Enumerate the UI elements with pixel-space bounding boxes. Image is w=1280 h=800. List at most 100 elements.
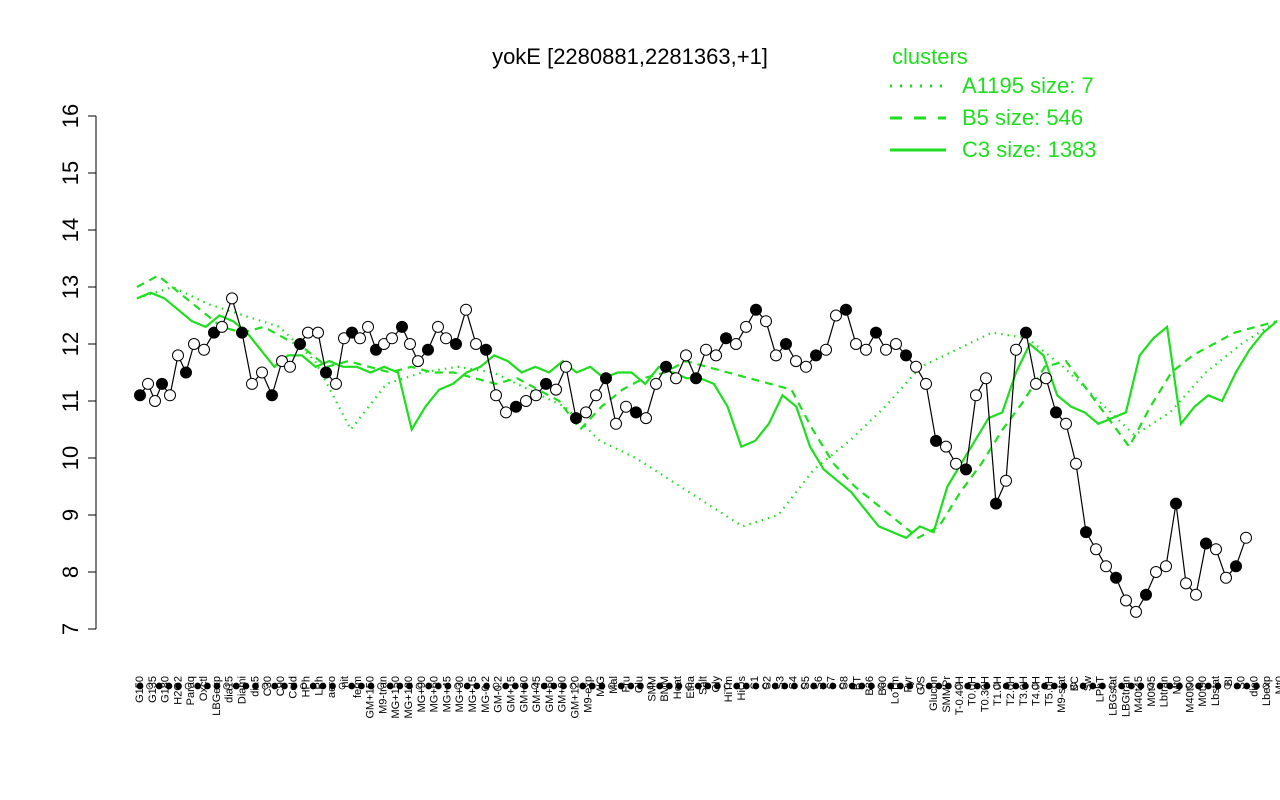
rug-marker (848, 682, 856, 690)
data-point (980, 372, 992, 385)
rug-marker (1041, 682, 1048, 690)
rug-marker (665, 682, 673, 690)
x-tick-label: G135 (147, 676, 159, 703)
data-point (164, 389, 176, 402)
rug-marker (925, 682, 933, 690)
x-tick-label: HPh (301, 676, 313, 697)
x-tick-label: M9-stat (1056, 676, 1068, 713)
legend-entry-a1195: A1195 size: 7 (888, 70, 1188, 102)
rug-marker (868, 682, 875, 690)
x-tick-label: HiOs (736, 676, 748, 701)
data-point (149, 395, 161, 407)
rug-marker (1166, 682, 1174, 690)
data-point (1130, 605, 1142, 618)
y-tick-label: 12 (58, 332, 83, 356)
data-point (940, 440, 952, 453)
x-tick-label: LPh (313, 676, 325, 696)
rug-marker (916, 682, 923, 690)
rug-marker (973, 682, 981, 690)
x-tick-label: Salt (698, 676, 710, 695)
data-point (550, 383, 562, 396)
data-point (770, 349, 782, 362)
x-tick-label: ferm (352, 676, 364, 698)
x-tick-label: Heat (672, 676, 684, 699)
rug-marker (983, 682, 991, 690)
data-point (470, 338, 482, 350)
data-point (404, 338, 416, 350)
rug-marker (531, 682, 538, 690)
data-point (1200, 537, 1212, 550)
x-tick-label: MG+45 (441, 676, 453, 712)
data-point (540, 377, 552, 390)
x-tick-label: dia15 (224, 676, 236, 703)
rug-marker (810, 682, 818, 690)
rug-marker (1137, 682, 1145, 690)
data-point (900, 349, 912, 362)
rug-marker (444, 682, 452, 690)
x-tick-label: Lbexp (1261, 676, 1273, 706)
rug-marker (1099, 682, 1106, 690)
rug-marker (1127, 682, 1135, 690)
data-point (930, 434, 942, 447)
x-tick-label: T-0.40H (954, 676, 966, 715)
data-point (338, 332, 350, 345)
x-tick-label: T0.0H (967, 676, 979, 706)
data-point (266, 389, 278, 402)
rug-marker (637, 682, 644, 690)
legend-entry-b5: B5 size: 546 (888, 102, 1188, 134)
rug-marker (964, 682, 972, 690)
rug-marker (1224, 682, 1231, 690)
data-point (750, 303, 762, 316)
data-point (520, 395, 532, 407)
data-point (650, 377, 662, 390)
data-point (294, 338, 306, 350)
x-tick-label: GM+30 (518, 676, 530, 712)
data-point (1190, 588, 1202, 601)
rug-marker (1147, 682, 1154, 690)
rug-marker (646, 682, 654, 690)
rug-marker (945, 682, 952, 690)
rug-marker (386, 682, 394, 690)
legend-label: B5 size: 546 (962, 105, 1084, 130)
data-point (276, 355, 288, 368)
y-tick-label: 8 (58, 566, 83, 578)
x-tick-label: Mt0 (1274, 676, 1280, 694)
rug-marker (425, 682, 433, 690)
data-point (180, 366, 192, 379)
y-tick-label: 15 (58, 161, 83, 185)
data-point (630, 406, 642, 419)
x-tick-label: MG+120 (403, 676, 415, 719)
x-tick-label: Pyr (903, 676, 915, 693)
y-axis: 7 8 9 10 11 12 13 14 15 16 (58, 104, 97, 635)
x-tick-label: BMM (659, 676, 671, 702)
x-tick-label: Diami (237, 676, 249, 704)
rug-marker (252, 682, 259, 690)
x-tick-label: T1.0H (992, 676, 1004, 706)
rug-marker (136, 682, 144, 690)
rug-marker (473, 682, 481, 690)
data-point (156, 377, 168, 390)
rug-marker (1233, 682, 1241, 690)
data-point (198, 343, 210, 356)
data-point (236, 326, 248, 339)
y-tick-label: 11 (58, 390, 83, 413)
data-point (810, 349, 822, 362)
data-point (1140, 588, 1152, 601)
rug-marker (540, 682, 548, 690)
x-tick-label: T3.0H (1018, 676, 1030, 706)
x-tick-label: C90 (275, 676, 287, 696)
rug-marker (685, 682, 692, 690)
rug-marker (935, 682, 943, 690)
rug-marker (203, 682, 211, 690)
x-tick-label: M9-exp (582, 676, 594, 713)
rug-marker (483, 682, 490, 690)
rug-marker (887, 682, 895, 690)
rug-marker (1204, 682, 1212, 690)
data-point (910, 360, 922, 373)
x-tick-label: Gly (710, 676, 722, 693)
x-tick-label: Mal (608, 676, 620, 694)
rug-marker (762, 682, 769, 690)
rug-marker (560, 682, 567, 690)
x-tick-label: GM+120 (570, 676, 582, 719)
